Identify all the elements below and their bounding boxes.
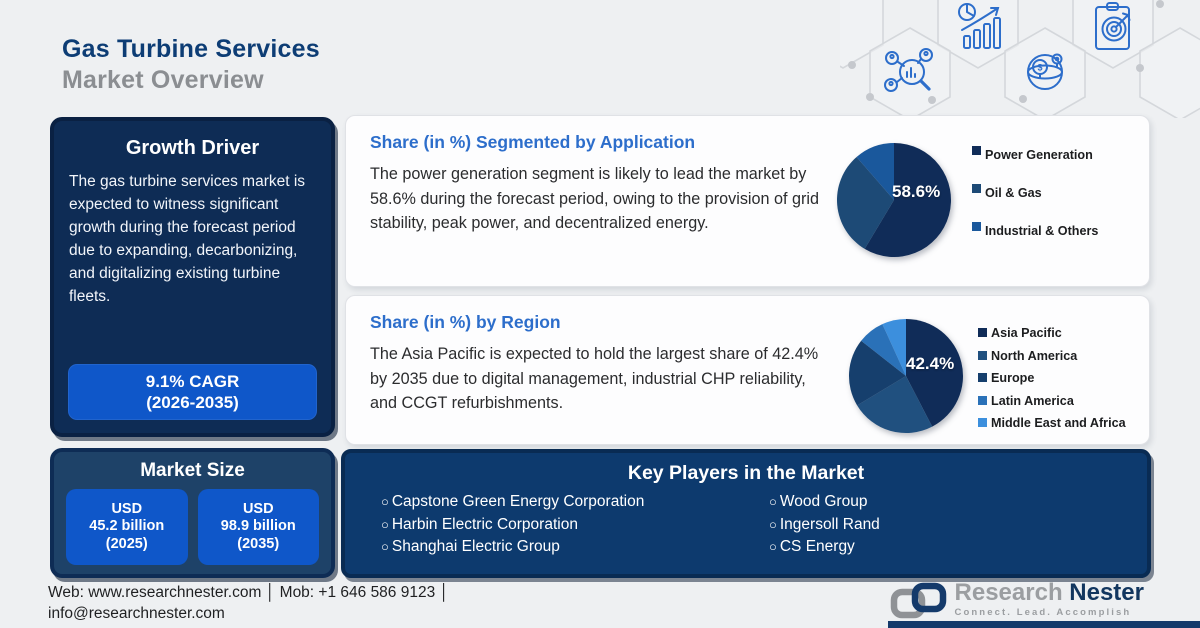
market-size-2025-currency: USD [111, 500, 143, 517]
bullet-icon: ○ [769, 539, 777, 554]
legend-label: Asia Pacific [991, 326, 1062, 340]
brand-word-nester: Nester [1069, 579, 1144, 606]
region-legend: Asia Pacific North America Europe Latin … [978, 326, 1126, 439]
cagr-period: (2026-2035) [146, 393, 239, 412]
legend-swatch [978, 373, 987, 382]
player-name: Shanghai Electric Group [391, 538, 560, 555]
legend-swatch [978, 350, 987, 360]
legend-item: North America [978, 349, 1126, 363]
target-clipboard-icon [1095, 2, 1131, 50]
region-share-card: Share (in %) by Region The Asia Pacific … [345, 295, 1150, 445]
growth-driver-body: The gas turbine services market is expec… [69, 173, 306, 305]
application-pie-label: 58.6% [892, 182, 941, 201]
bullet-icon: ○ [381, 494, 389, 509]
page-title-line1: Gas Turbine Services [62, 35, 320, 63]
market-size-2035-year: (2035) [237, 535, 280, 552]
key-players-columns: ○ Capstone Green Energy Corporation ○ Harb… [345, 491, 1147, 559]
legend-label: Industrial & Others [985, 224, 1099, 238]
market-size-values: USD 45.2 billion (2025) USD 98.9 billion… [54, 489, 331, 565]
legend-item: Power Generation [972, 146, 1098, 162]
region-share-heading: Share (in %) by Region [370, 312, 561, 332]
legend-label: Europe [991, 371, 1035, 385]
hex-dots [848, 0, 1164, 104]
brand-text: Research Nester Connect. Lead. Accomplis… [954, 580, 1144, 619]
market-size-panel: Market Size USD 45.2 billion (2025) USD … [50, 448, 335, 578]
brand-tagline: Connect. Lead. Accomplish [954, 607, 1132, 618]
key-players-column-1: ○ Capstone Green Energy Corporation ○ Harb… [381, 491, 769, 559]
player-item: ○ CS Energy [769, 536, 1129, 559]
legend-item: Industrial & Others [972, 222, 1099, 238]
application-pie-chart: 58.6% [834, 140, 954, 260]
page-title: Gas Turbine Services Market Overview [62, 34, 320, 96]
market-size-title: Market Size [140, 460, 245, 481]
legend-swatch [978, 418, 987, 427]
legend-swatch [972, 222, 981, 231]
player-name: CS Energy [779, 538, 855, 555]
region-pie-chart: 42.4% [846, 316, 966, 436]
bullet-icon: ○ [381, 516, 389, 532]
bottom-accent-bar [888, 621, 1200, 628]
footer-contact-line1: Web: www.researchnester.com │ Mob: +1 64… [48, 584, 450, 601]
region-share-body: The Asia Pacific is expected to hold the… [370, 345, 819, 412]
player-name: Ingersoll Rand [779, 515, 880, 533]
market-research-icon [884, 48, 933, 92]
market-size-2035-badge: USD 98.9 billion (2035) [197, 489, 319, 565]
market-size-2025-value: 45.2 billion [89, 518, 165, 535]
key-players-column-2: ○ Wood Group ○ Ingersoll Rand ○ CS Energy [769, 491, 1129, 559]
cagr-value: 9.1% CAGR [145, 372, 240, 391]
legend-item: Middle East and Africa [978, 416, 1126, 430]
player-name: Capstone Green Energy Corporation [391, 493, 645, 510]
bullet-icon: ○ [769, 494, 777, 509]
player-name: Wood Group [779, 493, 868, 510]
hexagon-pattern: $ [840, 0, 1200, 118]
market-size-2025-year: (2025) [105, 535, 148, 552]
growth-driver-title: Growth Driver [125, 137, 260, 159]
legend-label: Latin America [991, 393, 1074, 408]
player-item: ○ Ingersoll Rand [769, 514, 1129, 537]
application-share-card: Share (in %) Segmented by Application Th… [345, 115, 1150, 287]
key-players-panel: Key Players in the Market ○ Capstone Gree… [341, 449, 1151, 578]
player-item: ○ Harbin Electric Corporation [381, 514, 769, 537]
legend-swatch [972, 146, 981, 155]
market-size-2025-badge: USD 45.2 billion (2025) [66, 489, 188, 565]
legend-swatch [978, 395, 987, 405]
legend-label: Power Generation [985, 148, 1093, 162]
growth-chart-icon [958, 3, 1001, 49]
svg-text:$: $ [1037, 63, 1042, 73]
brand-name: Research Nester [955, 580, 1144, 606]
legend-swatch [978, 328, 987, 337]
legend-item: Asia Pacific [978, 326, 1126, 340]
region-pie-label: 42.4% [906, 354, 955, 373]
legend-label: Oil & Gas [985, 186, 1042, 200]
key-players-title: Key Players in the Market [627, 462, 865, 484]
player-item: ○ Capstone Green Energy Corporation [381, 491, 769, 514]
player-item: ○ Shanghai Electric Group [381, 536, 769, 559]
market-size-2035-currency: USD [242, 500, 274, 517]
legend-item: Europe [978, 371, 1126, 385]
legend-item: Oil & Gas [972, 184, 1098, 200]
global-market-icon: $ [1027, 53, 1063, 90]
application-share-heading: Share (in %) Segmented by Application [370, 132, 696, 152]
chain-link-icon [890, 582, 946, 619]
application-share-body: The power generation segment is likely t… [370, 165, 820, 232]
legend-swatch [972, 184, 981, 193]
bullet-icon: ○ [769, 516, 777, 532]
brand-word-research: Research [954, 579, 1070, 606]
legend-item: Latin America [978, 394, 1126, 408]
growth-driver-panel: Growth Driver The gas turbine services m… [50, 117, 335, 437]
footer-contact-line2: info@researchnester.com [48, 604, 225, 622]
player-name: Harbin Electric Corporation [391, 515, 578, 533]
market-size-2035-value: 98.9 billion [220, 518, 296, 535]
legend-label: North America [991, 348, 1078, 363]
page-title-line2: Market Overview [62, 66, 264, 94]
footer-contact: Web: www.researchnester.com │ Mob: +1 64… [48, 583, 449, 624]
research-nester-logo: Research Nester Connect. Lead. Accomplis… [889, 580, 1144, 622]
player-item: ○ Wood Group [769, 491, 1129, 514]
application-legend: Power Generation Oil & Gas Industrial & … [972, 146, 1099, 262]
bullet-icon: ○ [381, 539, 389, 554]
legend-label: Middle East and Africa [991, 416, 1126, 430]
cagr-badge: 9.1% CAGR (2026-2035) [68, 364, 317, 420]
